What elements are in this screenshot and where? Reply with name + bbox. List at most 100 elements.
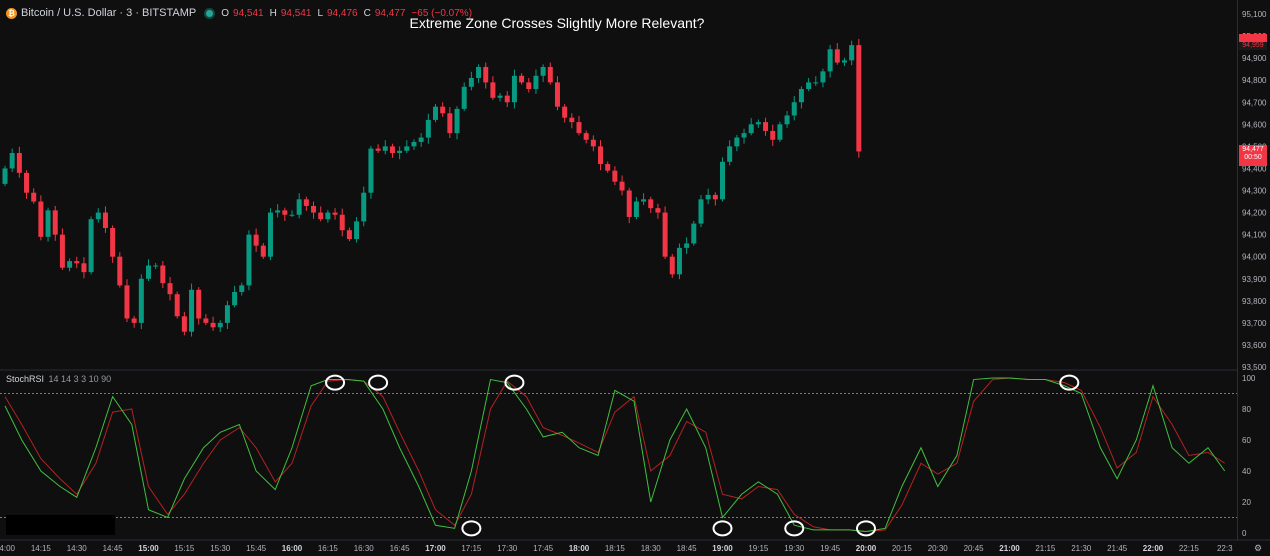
time-tick-label: 17:30: [497, 544, 518, 553]
candle-body: [626, 190, 632, 217]
candle-body: [633, 201, 639, 217]
candle-body: [605, 164, 611, 171]
indicator-params: 14 14 3 3 10 90: [48, 374, 112, 384]
candle-body: [856, 45, 862, 152]
candle-body: [576, 122, 582, 134]
last-price-tag: 94,477 00:50: [1239, 145, 1267, 166]
candle-body: [806, 82, 812, 90]
symbol-text[interactable]: Bitcoin / U.S. Dollar · 3 · BITSTAMP: [21, 7, 197, 19]
extreme-cross-circle: [368, 374, 389, 391]
price-tick-label: 94,100: [1242, 231, 1267, 240]
candle-body: [526, 82, 532, 90]
time-tick-label: 16:00: [282, 544, 303, 553]
candle-body: [712, 194, 718, 200]
symbol-legend: ₿ Bitcoin / U.S. Dollar · 3 · BITSTAMP O…: [6, 5, 474, 21]
change-value: −65 (−0.07%): [411, 7, 473, 19]
time-tick-label: 20:45: [964, 544, 985, 553]
candle-body: [820, 71, 826, 83]
open-value: 94,541: [233, 7, 264, 19]
candle-body: [174, 294, 180, 317]
stoch-rsi-panel: [0, 377, 1237, 532]
candle-body: [88, 219, 94, 273]
candle-body: [203, 318, 209, 323]
candle-body: [540, 66, 546, 76]
osc-tick-label: 80: [1242, 405, 1251, 414]
osc-tick-label: 100: [1242, 374, 1256, 383]
time-tick-label: 20:00: [856, 544, 877, 553]
candle-body: [95, 212, 101, 220]
time-tick-label: 14:45: [103, 544, 124, 553]
time-tick-label: 16:45: [390, 544, 411, 553]
price-tick-label: 94,900: [1242, 54, 1267, 63]
candle-body: [734, 137, 740, 147]
time-tick-label: 22:00: [1143, 544, 1164, 553]
price-tick-label: 94,200: [1242, 209, 1267, 218]
candle-body: [181, 316, 187, 332]
extreme-cross-circle: [1059, 374, 1080, 391]
candle-body: [827, 49, 833, 72]
candle-body: [777, 124, 783, 140]
candle-series: [2, 38, 862, 337]
candle-body: [189, 289, 195, 332]
candle-body: [289, 214, 295, 216]
candle-body: [260, 245, 266, 257]
candle-body: [562, 106, 568, 118]
candle-body: [770, 130, 776, 140]
price-axis[interactable]: 93,500 93,600 93,700 93,800 93,900 94,000 94,1…: [1242, 10, 1267, 538]
candle-body: [612, 170, 618, 182]
candle-body: [468, 77, 474, 87]
candle-body: [24, 172, 30, 193]
time-tick-label: 14:00: [0, 544, 16, 553]
price-tick-label: 93,800: [1242, 297, 1267, 306]
time-tick-label: 19:00: [712, 544, 733, 553]
candle-body: [641, 199, 647, 202]
extreme-cross-circle: [784, 520, 805, 537]
candle-body: [31, 192, 37, 202]
candle-body: [282, 210, 288, 215]
candle-body: [296, 199, 302, 215]
candle-body: [691, 223, 697, 244]
candle-body: [210, 322, 216, 328]
candle-body: [648, 199, 654, 209]
candle-body: [476, 66, 482, 78]
time-tick-label: 15:00: [138, 544, 159, 553]
candle-body: [519, 75, 525, 83]
indicator-legend[interactable]: StochRSI 14 14 3 3 10 90: [6, 374, 111, 384]
candle-body: [74, 261, 80, 264]
candle-body: [16, 152, 22, 173]
time-axis[interactable]: 14:00 14:15 14:30 14:45 15:00 15:15 15:30 15:45…: [0, 543, 1262, 553]
settings-gear-icon[interactable]: ⚙: [1254, 543, 1262, 553]
candle-body: [167, 283, 173, 295]
low-value: 94,476: [327, 7, 358, 19]
time-tick-label: 21:15: [1035, 544, 1056, 553]
candle-body: [354, 221, 360, 240]
candle-body: [368, 148, 374, 193]
candle-body: [382, 146, 388, 151]
redaction-box: [6, 515, 115, 535]
candle-body: [676, 247, 682, 275]
candle-body: [425, 119, 431, 138]
candle-body: [246, 234, 252, 286]
osc-tick-label: 40: [1242, 467, 1251, 476]
candle-body: [153, 265, 159, 267]
time-tick-label: 17:45: [533, 544, 554, 553]
time-tick-label: 21:00: [999, 544, 1020, 553]
candle-body: [303, 199, 309, 206]
candle-body: [325, 212, 331, 220]
candle-body: [598, 146, 604, 165]
price-tick-label: 93,500: [1242, 363, 1267, 372]
extreme-cross-circle: [856, 520, 876, 537]
indicator-name: StochRSI: [6, 374, 45, 384]
time-tick-label: 19:15: [748, 544, 769, 553]
candle-body: [9, 152, 15, 169]
candle-body: [755, 122, 761, 125]
candle-body: [784, 115, 790, 125]
time-tick-label: 22:3: [1217, 544, 1233, 553]
candle-body: [841, 60, 847, 63]
time-tick-label: 14:30: [67, 544, 88, 553]
candle-body: [433, 106, 438, 120]
candle-body: [849, 45, 855, 61]
time-tick-label: 22:15: [1179, 544, 1200, 553]
price-tick-label: 93,900: [1242, 275, 1267, 284]
